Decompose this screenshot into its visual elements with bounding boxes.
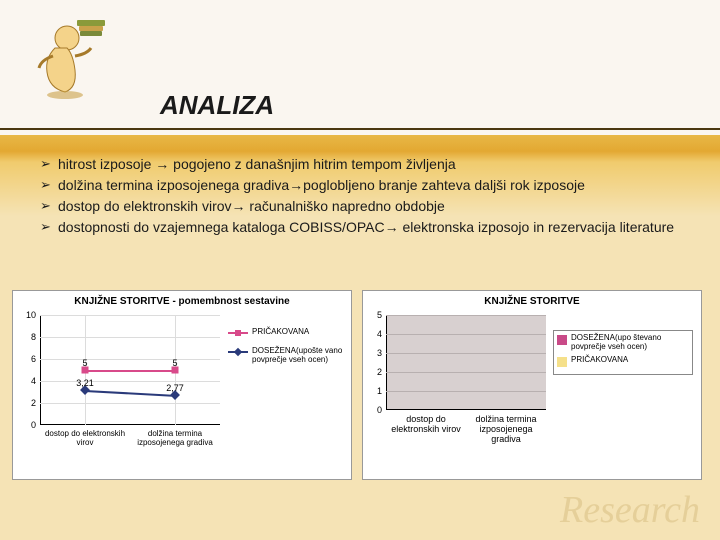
gridline (386, 353, 546, 354)
bullet-text: dostop do elektronskih virov→ računalniš… (58, 197, 690, 216)
data-label: 3,21 (76, 378, 94, 388)
legend-label: PRIČAKOVANA (571, 356, 628, 365)
bullet-arrow-icon: ➢ (40, 155, 58, 174)
legend-item: PRIČAKOVANA (228, 328, 346, 337)
watermark-text: Research (560, 488, 700, 532)
bullet-item: ➢ dolžina termina izposojenega gradiva→p… (40, 176, 690, 195)
series-line (85, 370, 175, 372)
y-tick-label: 1 (368, 386, 382, 396)
y-tick-label: 5 (368, 310, 382, 320)
chart-left-title: KNJIŽNE STORITVE - pomembnost sestavine (13, 291, 351, 310)
legend-item: PRIČAKOVANA (557, 356, 689, 367)
chart-left-body: 0 2 4 6 8 10 dostop do elektronskih virovdolži… (18, 310, 348, 465)
legend-label: DOSEŽENA(upo števano povprečje vseh ocen… (571, 334, 689, 352)
title-underline (0, 128, 720, 130)
y-tick-label: 8 (18, 332, 36, 342)
x-category-label: dostop do elektronskih virov (40, 430, 130, 448)
legend-swatch (557, 335, 567, 345)
gridline (40, 337, 220, 338)
bullet-arrow-icon: ➢ (40, 176, 58, 195)
gridline (40, 315, 220, 316)
bullet-item: ➢ dostop do elektronskih virov→ računaln… (40, 197, 690, 216)
bullet-text: dolžina termina izposojenega gradiva→pog… (58, 176, 690, 195)
y-tick-label: 3 (368, 348, 382, 358)
chart-right-body: 0 1 2 3 4 5 dostop do elektronskih virovdolžin… (368, 310, 698, 465)
bullet-arrow-icon: ➢ (40, 218, 58, 237)
chart-right: KNJIŽNE STORITVE 0 1 2 3 4 5 dostop do elektro… (362, 290, 702, 480)
chart-right-plot (386, 315, 546, 410)
gridline (40, 359, 220, 360)
legend-swatch (228, 332, 248, 334)
chart-left: KNJIŽNE STORITVE - pomembnost sestavine … (12, 290, 352, 480)
x-category-label: dostop do elektronskih virov (386, 415, 466, 435)
bullet-arrow-icon: ➢ (40, 197, 58, 216)
gridline (386, 391, 546, 392)
gridline (40, 381, 220, 382)
y-tick-label: 2 (368, 367, 382, 377)
gridline (40, 403, 220, 404)
y-tick-label: 4 (18, 376, 36, 386)
chart-left-legend: PRIČAKOVANA DOSEŽENA(upošte vano povprečj… (228, 328, 346, 374)
slide-title: ANALIZA (160, 90, 274, 121)
data-label: 2,77 (166, 383, 184, 393)
y-tick-label: 6 (18, 354, 36, 364)
y-tick-label: 0 (368, 405, 382, 415)
bullet-list: ➢ hitrost izposoje → pogojeno z današnji… (40, 155, 690, 239)
legend-swatch (557, 357, 567, 367)
legend-item: DOSEŽENA(upošte vano povprečje vseh ocen… (228, 347, 346, 365)
legend-label: PRIČAKOVANA (252, 328, 309, 337)
gridline (386, 334, 546, 335)
bullet-text: hitrost izposoje → pogojeno z današnjim … (58, 155, 690, 174)
bullet-item: ➢ dostopnosti do vzajemnega kataloga COB… (40, 218, 690, 237)
data-label: 5 (82, 358, 87, 368)
chart-right-title: KNJIŽNE STORITVE (363, 291, 701, 310)
gridline (386, 315, 546, 316)
x-category-label: dolžina termina izposojenega gradiva (466, 415, 546, 445)
chart-right-legend: DOSEŽENA(upo števano povprečje vseh ocen… (553, 330, 693, 375)
bullet-item: ➢ hitrost izposoje → pogojeno z današnji… (40, 155, 690, 174)
legend-swatch (228, 351, 248, 353)
y-tick-label: 4 (368, 329, 382, 339)
gridline (386, 372, 546, 373)
legend-label: DOSEŽENA(upošte vano povprečje vseh ocen… (252, 347, 346, 365)
x-category-label: dolžina termina izposojenega gradiva (130, 430, 220, 448)
y-tick-label: 10 (18, 310, 36, 320)
y-tick-label: 2 (18, 398, 36, 408)
bullet-text: dostopnosti do vzajemnega kataloga COBIS… (58, 218, 690, 237)
y-tick-label: 0 (18, 420, 36, 430)
logo-figure (25, 10, 115, 100)
charts-row: KNJIŽNE STORITVE - pomembnost sestavine … (12, 290, 708, 480)
legend-item: DOSEŽENA(upo števano povprečje vseh ocen… (557, 334, 689, 352)
data-label: 5 (172, 358, 177, 368)
slide: ANALIZA ➢ hitrost izposoje → pogojeno z … (0, 0, 720, 540)
